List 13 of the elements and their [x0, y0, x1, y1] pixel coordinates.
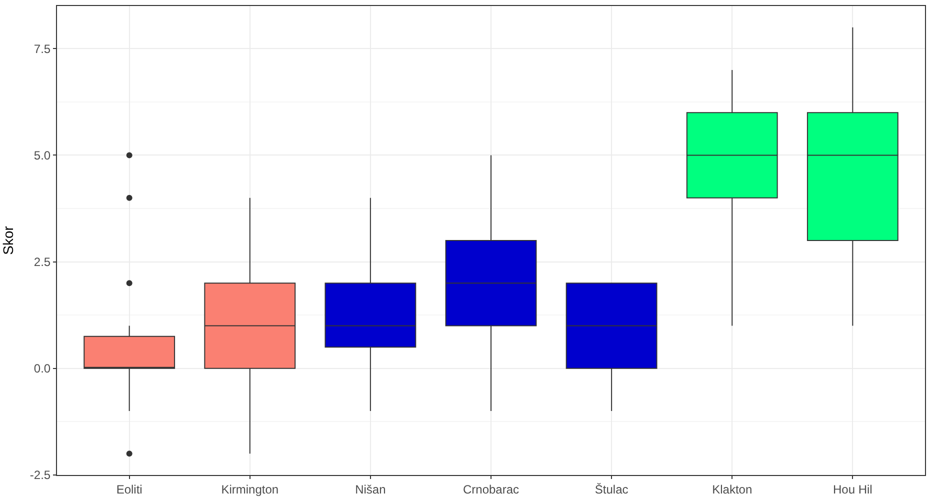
y-tick-label: 0.0: [34, 362, 51, 376]
y-tick-label: 7.5: [34, 42, 51, 56]
x-tick-label: Nišan: [355, 482, 386, 496]
x-tick-label: Eoliti: [116, 482, 142, 496]
y-tick-label: 5.0: [34, 148, 51, 162]
x-tick-label: Kirmington: [221, 482, 279, 496]
x-tick-label: Štulac: [594, 482, 628, 496]
x-tick-label: Klakton: [712, 482, 752, 496]
y-tick-label: 2.5: [34, 255, 51, 270]
x-tick-label: Hou Hil: [832, 482, 872, 496]
y-axis-title: Skor: [0, 226, 16, 255]
x-tick-label: Crnobarac: [462, 482, 520, 496]
y-tick-label: -2.5: [30, 468, 51, 482]
